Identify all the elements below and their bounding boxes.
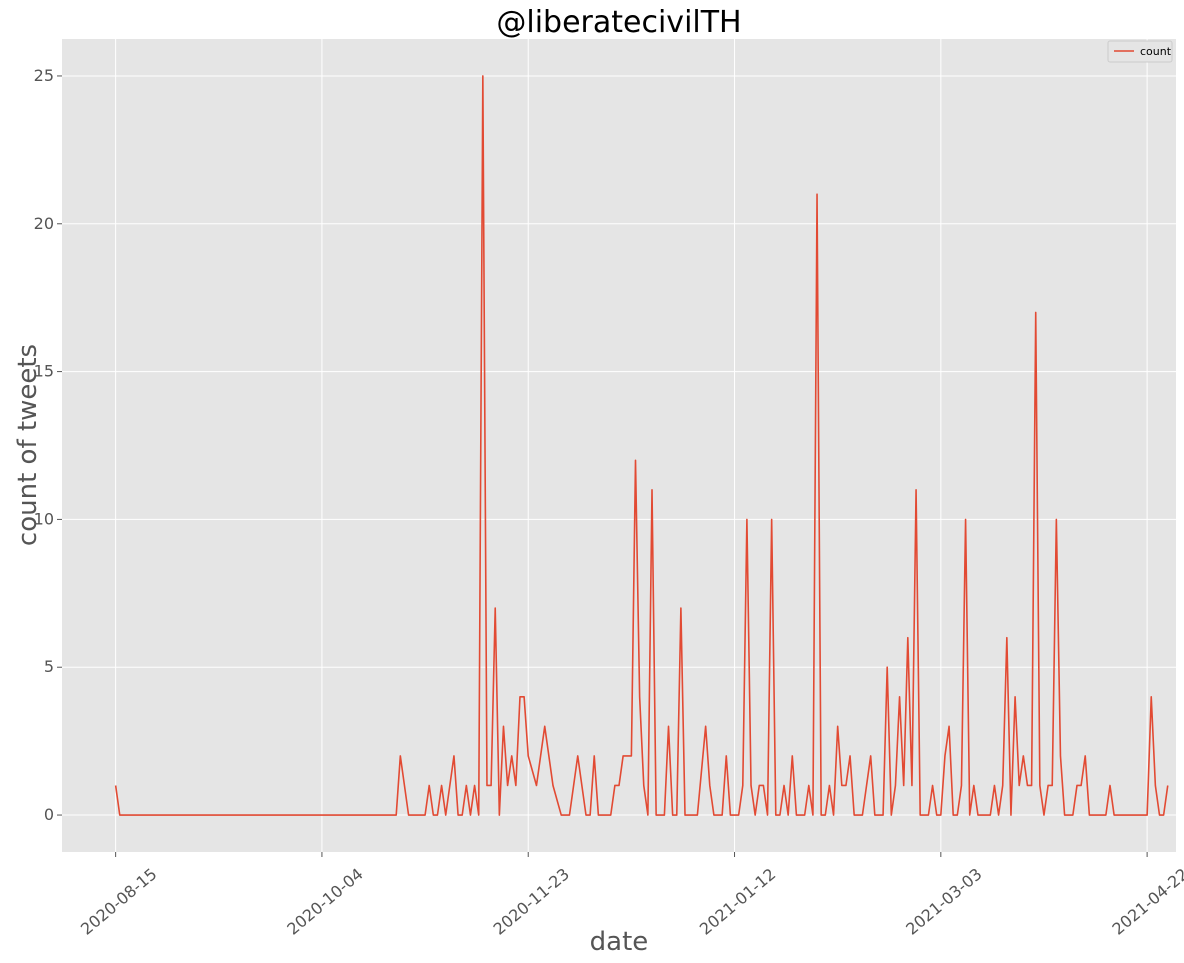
y-axis-ticks: 0 5 10 15 20 25 — [34, 66, 62, 824]
y-tick-label: 0 — [44, 805, 54, 824]
legend-box — [1107, 40, 1173, 63]
grid-lines — [62, 39, 1176, 852]
legend: count — [1107, 40, 1173, 63]
x-axis-label: date — [590, 927, 649, 957]
x-tick-label: 2020-08-15 — [77, 864, 160, 938]
x-tick-label: 2021-01-12 — [696, 864, 779, 938]
y-tick-label: 25 — [34, 66, 54, 85]
chart-title: @liberatecivilTH — [496, 5, 741, 40]
x-tick-label: 2020-11-23 — [490, 864, 573, 938]
y-tick-label: 20 — [34, 214, 54, 233]
y-axis-label: count of tweets — [13, 344, 43, 546]
series-layer — [114, 75, 1169, 816]
legend-entry-count: count — [1140, 45, 1172, 58]
y-tick-label: 15 — [34, 362, 54, 381]
x-tick-label: 2021-03-03 — [902, 864, 985, 938]
x-axis-ticks: 2020-08-15 2020-10-04 2020-11-23 2021-01-12… — [77, 852, 1184, 939]
y-tick-label: 10 — [34, 509, 54, 528]
x-tick-label: 2020-10-04 — [283, 864, 366, 938]
plot-area — [62, 39, 1176, 852]
y-tick-label: 5 — [44, 657, 54, 676]
series-line-count — [114, 75, 1169, 816]
x-tick-label: 2021-04-22 — [1108, 864, 1184, 938]
